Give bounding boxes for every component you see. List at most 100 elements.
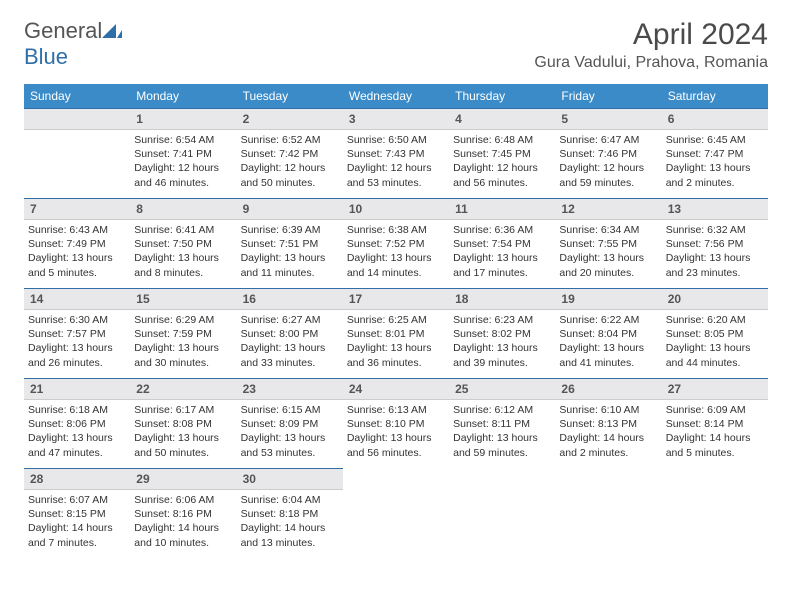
calendar-week-row: 28Sunrise: 6:07 AMSunset: 8:15 PMDayligh… xyxy=(24,468,768,558)
daylight-text: Daylight: 13 hours and 11 minutes. xyxy=(241,251,339,279)
month-title: April 2024 xyxy=(534,18,768,52)
sunrise-text: Sunrise: 6:13 AM xyxy=(347,403,445,417)
day-info: Sunrise: 6:41 AMSunset: 7:50 PMDaylight:… xyxy=(130,220,236,280)
calendar-cell: 16Sunrise: 6:27 AMSunset: 8:00 PMDayligh… xyxy=(237,288,343,378)
sunset-text: Sunset: 7:42 PM xyxy=(241,147,339,161)
calendar-cell: 21Sunrise: 6:18 AMSunset: 8:06 PMDayligh… xyxy=(24,378,130,468)
sunrise-text: Sunrise: 6:45 AM xyxy=(666,133,764,147)
calendar-cell: 22Sunrise: 6:17 AMSunset: 8:08 PMDayligh… xyxy=(130,378,236,468)
calendar-cell: 1Sunrise: 6:54 AMSunset: 7:41 PMDaylight… xyxy=(130,108,236,198)
day-info: Sunrise: 6:29 AMSunset: 7:59 PMDaylight:… xyxy=(130,310,236,370)
day-number: 25 xyxy=(449,378,555,400)
day-info: Sunrise: 6:15 AMSunset: 8:09 PMDaylight:… xyxy=(237,400,343,460)
daylight-text: Daylight: 13 hours and 23 minutes. xyxy=(666,251,764,279)
sunrise-text: Sunrise: 6:15 AM xyxy=(241,403,339,417)
sunrise-text: Sunrise: 6:22 AM xyxy=(559,313,657,327)
day-number: 26 xyxy=(555,378,661,400)
logo-sail-icon xyxy=(102,18,122,44)
calendar-cell: 4Sunrise: 6:48 AMSunset: 7:45 PMDaylight… xyxy=(449,108,555,198)
sunset-text: Sunset: 7:55 PM xyxy=(559,237,657,251)
calendar-cell: 19Sunrise: 6:22 AMSunset: 8:04 PMDayligh… xyxy=(555,288,661,378)
day-number: 27 xyxy=(662,378,768,400)
daylight-text: Daylight: 13 hours and 41 minutes. xyxy=(559,341,657,369)
calendar-week-row: 1Sunrise: 6:54 AMSunset: 7:41 PMDaylight… xyxy=(24,108,768,198)
sunset-text: Sunset: 8:11 PM xyxy=(453,417,551,431)
day-info: Sunrise: 6:09 AMSunset: 8:14 PMDaylight:… xyxy=(662,400,768,460)
sunset-text: Sunset: 8:06 PM xyxy=(28,417,126,431)
day-info: Sunrise: 6:47 AMSunset: 7:46 PMDaylight:… xyxy=(555,130,661,190)
daylight-text: Daylight: 14 hours and 2 minutes. xyxy=(559,431,657,459)
day-number: 9 xyxy=(237,198,343,220)
daylight-text: Daylight: 14 hours and 10 minutes. xyxy=(134,521,232,549)
weekday-header: Monday xyxy=(130,84,236,108)
weekday-header: Thursday xyxy=(449,84,555,108)
day-info: Sunrise: 6:23 AMSunset: 8:02 PMDaylight:… xyxy=(449,310,555,370)
calendar-cell xyxy=(662,468,768,558)
calendar-cell: 26Sunrise: 6:10 AMSunset: 8:13 PMDayligh… xyxy=(555,378,661,468)
calendar-cell: 17Sunrise: 6:25 AMSunset: 8:01 PMDayligh… xyxy=(343,288,449,378)
sunset-text: Sunset: 8:00 PM xyxy=(241,327,339,341)
sunrise-text: Sunrise: 6:54 AM xyxy=(134,133,232,147)
calendar-cell: 8Sunrise: 6:41 AMSunset: 7:50 PMDaylight… xyxy=(130,198,236,288)
day-number: 28 xyxy=(24,468,130,490)
location: Gura Vadului, Prahova, Romania xyxy=(534,54,768,72)
daylight-text: Daylight: 12 hours and 56 minutes. xyxy=(453,161,551,189)
daylight-text: Daylight: 12 hours and 46 minutes. xyxy=(134,161,232,189)
day-info: Sunrise: 6:22 AMSunset: 8:04 PMDaylight:… xyxy=(555,310,661,370)
day-info: Sunrise: 6:25 AMSunset: 8:01 PMDaylight:… xyxy=(343,310,449,370)
sunset-text: Sunset: 7:41 PM xyxy=(134,147,232,161)
daylight-text: Daylight: 13 hours and 36 minutes. xyxy=(347,341,445,369)
day-info: Sunrise: 6:18 AMSunset: 8:06 PMDaylight:… xyxy=(24,400,130,460)
sunset-text: Sunset: 8:13 PM xyxy=(559,417,657,431)
calendar-cell: 24Sunrise: 6:13 AMSunset: 8:10 PMDayligh… xyxy=(343,378,449,468)
day-number: 29 xyxy=(130,468,236,490)
sunrise-text: Sunrise: 6:06 AM xyxy=(134,493,232,507)
sunrise-text: Sunrise: 6:09 AM xyxy=(666,403,764,417)
day-number: 2 xyxy=(237,108,343,130)
calendar-cell: 11Sunrise: 6:36 AMSunset: 7:54 PMDayligh… xyxy=(449,198,555,288)
calendar-cell: 28Sunrise: 6:07 AMSunset: 8:15 PMDayligh… xyxy=(24,468,130,558)
sunrise-text: Sunrise: 6:39 AM xyxy=(241,223,339,237)
day-number: 8 xyxy=(130,198,236,220)
sunrise-text: Sunrise: 6:23 AM xyxy=(453,313,551,327)
sunset-text: Sunset: 7:50 PM xyxy=(134,237,232,251)
sunset-text: Sunset: 7:46 PM xyxy=(559,147,657,161)
daylight-text: Daylight: 12 hours and 50 minutes. xyxy=(241,161,339,189)
daylight-text: Daylight: 13 hours and 30 minutes. xyxy=(134,341,232,369)
sunrise-text: Sunrise: 6:50 AM xyxy=(347,133,445,147)
calendar-cell xyxy=(24,108,130,198)
day-number: 30 xyxy=(237,468,343,490)
day-info: Sunrise: 6:54 AMSunset: 7:41 PMDaylight:… xyxy=(130,130,236,190)
day-info: Sunrise: 6:45 AMSunset: 7:47 PMDaylight:… xyxy=(662,130,768,190)
day-number: 14 xyxy=(24,288,130,310)
daylight-text: Daylight: 13 hours and 47 minutes. xyxy=(28,431,126,459)
sunrise-text: Sunrise: 6:12 AM xyxy=(453,403,551,417)
day-info: Sunrise: 6:20 AMSunset: 8:05 PMDaylight:… xyxy=(662,310,768,370)
day-number: 6 xyxy=(662,108,768,130)
daylight-text: Daylight: 13 hours and 2 minutes. xyxy=(666,161,764,189)
day-number: 1 xyxy=(130,108,236,130)
sunset-text: Sunset: 8:01 PM xyxy=(347,327,445,341)
sunset-text: Sunset: 7:43 PM xyxy=(347,147,445,161)
day-number: 11 xyxy=(449,198,555,220)
day-number: 4 xyxy=(449,108,555,130)
day-number: 13 xyxy=(662,198,768,220)
day-number: 10 xyxy=(343,198,449,220)
sunset-text: Sunset: 7:52 PM xyxy=(347,237,445,251)
calendar-cell: 14Sunrise: 6:30 AMSunset: 7:57 PMDayligh… xyxy=(24,288,130,378)
daylight-text: Daylight: 13 hours and 17 minutes. xyxy=(453,251,551,279)
calendar-cell: 7Sunrise: 6:43 AMSunset: 7:49 PMDaylight… xyxy=(24,198,130,288)
day-info: Sunrise: 6:07 AMSunset: 8:15 PMDaylight:… xyxy=(24,490,130,550)
day-number-empty xyxy=(24,108,130,130)
sunset-text: Sunset: 7:54 PM xyxy=(453,237,551,251)
calendar-cell xyxy=(343,468,449,558)
day-info: Sunrise: 6:06 AMSunset: 8:16 PMDaylight:… xyxy=(130,490,236,550)
logo-word1: General xyxy=(24,18,102,43)
day-info: Sunrise: 6:32 AMSunset: 7:56 PMDaylight:… xyxy=(662,220,768,280)
sunrise-text: Sunrise: 6:48 AM xyxy=(453,133,551,147)
sunrise-text: Sunrise: 6:18 AM xyxy=(28,403,126,417)
day-number: 7 xyxy=(24,198,130,220)
calendar-cell: 13Sunrise: 6:32 AMSunset: 7:56 PMDayligh… xyxy=(662,198,768,288)
day-number: 15 xyxy=(130,288,236,310)
sunset-text: Sunset: 8:10 PM xyxy=(347,417,445,431)
